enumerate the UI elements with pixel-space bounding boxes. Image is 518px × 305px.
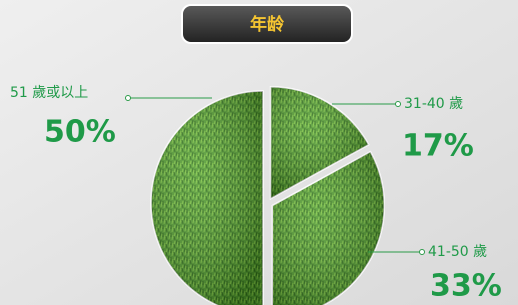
chart: 年龄 31-40 歲 17% 41-50 歲 33% 51 歲或以上 50%: [0, 0, 518, 305]
value-label: 50%: [44, 115, 116, 150]
category-label: 41-50 歲: [428, 244, 487, 260]
chart-title: 年龄: [250, 14, 285, 35]
leader-dot: [396, 102, 401, 107]
category-label: 31-40 歲: [404, 96, 463, 112]
value-label: 17%: [402, 129, 474, 164]
leader-dot: [126, 96, 131, 101]
category-label: 51 歲或以上: [10, 85, 88, 101]
value-label: 33%: [430, 269, 502, 304]
leader-dot: [420, 250, 425, 255]
